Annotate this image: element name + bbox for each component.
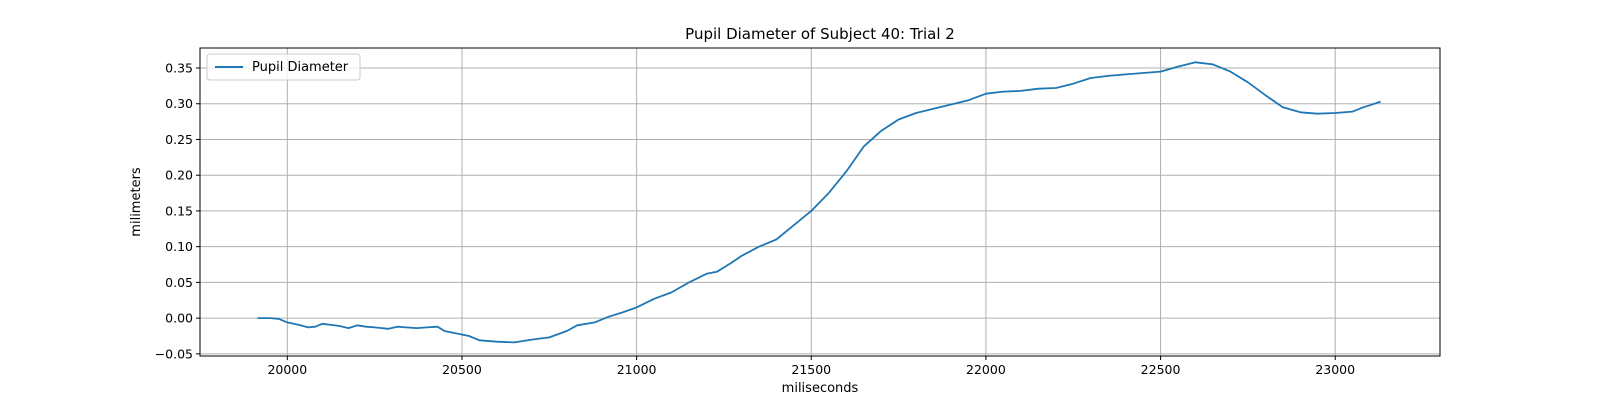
y-tick-label: 0.05 <box>165 275 193 290</box>
y-tick-label: 0.30 <box>165 96 193 111</box>
y-tick-label: 0.15 <box>165 203 193 218</box>
x-tick-label: 23000 <box>1315 362 1355 377</box>
legend-label: Pupil Diameter <box>252 60 349 75</box>
x-tick-label: 21000 <box>617 362 657 377</box>
x-tick-label: 20000 <box>267 362 307 377</box>
legend: Pupil Diameter <box>206 53 361 81</box>
series-line-pupil-diameter <box>257 61 1381 344</box>
y-tick-label: −0.05 <box>155 346 193 361</box>
legend-box <box>206 53 361 81</box>
x-tick-label: 22000 <box>966 362 1006 377</box>
x-axis-label: miliseconds <box>782 381 859 396</box>
y-axis-label: milimeters <box>129 167 144 237</box>
y-tick-label: 0.25 <box>165 132 193 147</box>
y-tick-label: 0.10 <box>165 239 193 254</box>
x-tick-label: 21500 <box>791 362 831 377</box>
grid-lines <box>200 48 1440 356</box>
y-axis: −0.05 0.00 0.05 0.10 0.15 0.20 0.25 0.30 0.35 <box>155 61 200 361</box>
x-tick-label: 20500 <box>442 362 482 377</box>
y-tick-label: 0.00 <box>165 311 193 326</box>
x-axis: 20000 20500 21000 21500 22000 22500 23000 <box>267 356 1355 377</box>
x-tick-label: 22500 <box>1141 362 1181 377</box>
y-tick-label: 0.35 <box>165 61 193 76</box>
plot-frame <box>199 47 1441 357</box>
series-layer <box>257 61 1381 344</box>
chart-title: Pupil Diameter of Subject 40: Trial 2 <box>685 25 955 43</box>
y-tick-label: 0.20 <box>165 168 193 183</box>
